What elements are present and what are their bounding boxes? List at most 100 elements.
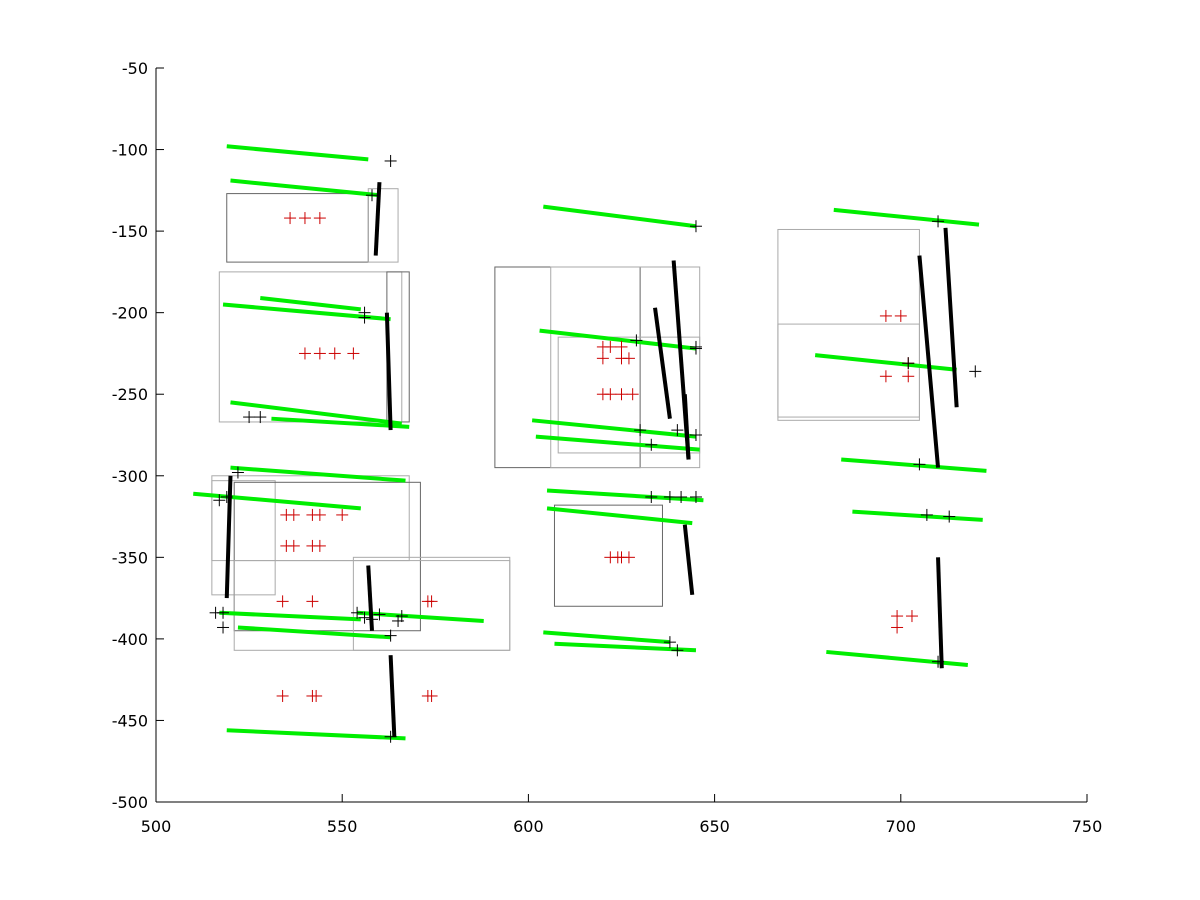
green-segment	[226, 144, 369, 162]
y-tick-label: -100	[112, 141, 148, 160]
black-segment	[384, 312, 393, 431]
red-plus-marker	[894, 309, 907, 322]
black-segment	[366, 565, 374, 631]
bounding-rect	[553, 504, 663, 607]
black-segment	[653, 307, 672, 419]
black-plus-marker	[932, 215, 945, 228]
green-segment	[543, 204, 697, 229]
markers	[209, 154, 982, 743]
black-plus-marker	[663, 636, 676, 649]
black-plus-marker	[217, 621, 230, 634]
black-plus-marker	[254, 411, 267, 424]
red-plus-marker	[604, 340, 617, 353]
black-plus-marker	[351, 606, 364, 619]
bounding-rect	[557, 336, 701, 454]
green-segment	[535, 434, 700, 452]
bounding-rect	[352, 556, 511, 651]
red-plus-marker	[276, 595, 289, 608]
black-plus-marker	[373, 608, 386, 621]
red-plus-marker	[284, 212, 297, 225]
black-plus-marker	[913, 458, 926, 471]
green-segments	[193, 144, 987, 741]
red-plus-marker	[891, 621, 904, 634]
black-plus-marker	[920, 508, 933, 521]
red-plus-marker	[287, 539, 300, 552]
green-segment	[833, 207, 980, 227]
red-plus-marker	[425, 595, 438, 608]
red-plus-marker	[313, 539, 326, 552]
x-tick-label: 600	[513, 817, 544, 836]
red-plus-marker	[306, 595, 319, 608]
black-segment	[943, 227, 959, 408]
y-tick-label: -200	[112, 304, 148, 323]
green-segment	[841, 457, 987, 473]
black-plus-marker	[358, 611, 371, 624]
green-segment	[546, 506, 693, 526]
red-plus-marker	[622, 551, 635, 564]
green-segment	[539, 328, 697, 351]
black-plus-marker	[969, 365, 982, 378]
y-tick-label: -350	[112, 548, 148, 567]
red-plus-marker	[615, 388, 628, 401]
y-tick-label: -500	[112, 793, 148, 812]
x-tick-label: 500	[141, 817, 172, 836]
black-plus-marker	[243, 411, 256, 424]
red-plus-marker	[879, 309, 892, 322]
green-segment	[193, 491, 361, 511]
red-plus-marker	[905, 610, 918, 623]
red-plus-marker	[615, 340, 628, 353]
red-plus-marker	[298, 212, 311, 225]
red-plus-marker	[879, 370, 892, 383]
green-segment	[531, 418, 697, 439]
black-plus-marker	[358, 311, 371, 324]
red-plus-marker	[287, 508, 300, 521]
black-plus-marker	[645, 438, 658, 451]
black-plus-marker	[689, 429, 702, 441]
x-tick-label: 750	[1072, 817, 1103, 836]
red-plus-marker	[276, 689, 289, 702]
black-plus-marker	[671, 424, 684, 437]
black-plus-marker	[943, 510, 956, 523]
black-segment	[373, 182, 382, 256]
black-segments	[224, 182, 959, 737]
black-plus-marker	[384, 154, 397, 167]
red-plus-marker	[328, 347, 341, 360]
green-segment	[260, 295, 362, 312]
black-plus-marker	[630, 334, 643, 347]
black-segment	[224, 475, 233, 599]
black-plus-marker	[365, 613, 378, 626]
red-plus-marker	[902, 370, 915, 383]
black-plus-marker	[675, 490, 688, 503]
green-segment	[543, 630, 671, 645]
y-tick-label: -400	[112, 630, 148, 649]
black-plus-marker	[384, 730, 397, 743]
black-plus-marker	[671, 644, 684, 657]
green-segment	[222, 302, 391, 322]
black-plus-marker	[384, 629, 397, 642]
black-segment	[682, 394, 691, 460]
red-plus-marker	[347, 347, 360, 360]
red-plus-marker	[596, 352, 609, 365]
x-tick-label: 700	[886, 817, 917, 836]
bounding-rect	[233, 481, 421, 632]
green-segment	[230, 465, 406, 483]
red-plus-marker	[604, 388, 617, 401]
red-plus-marker	[622, 352, 635, 365]
black-plus-marker	[634, 424, 647, 437]
green-segment	[230, 178, 380, 198]
black-plus-marker	[645, 490, 658, 503]
red-plus-marker	[313, 508, 326, 521]
green-segment	[546, 488, 704, 503]
axes: 500 550 600 650 700 750 -50 -100 -150 -200 -250 -30…	[112, 59, 1103, 836]
black-segment	[936, 557, 944, 669]
red-plus-marker	[298, 347, 311, 360]
bounding-rect	[367, 188, 399, 263]
black-plus-marker	[689, 342, 702, 355]
black-plus-marker	[689, 490, 702, 503]
black-plus-marker	[213, 494, 226, 507]
red-plus-marker	[891, 610, 904, 623]
green-segment	[230, 400, 403, 426]
green-segment	[237, 625, 391, 640]
